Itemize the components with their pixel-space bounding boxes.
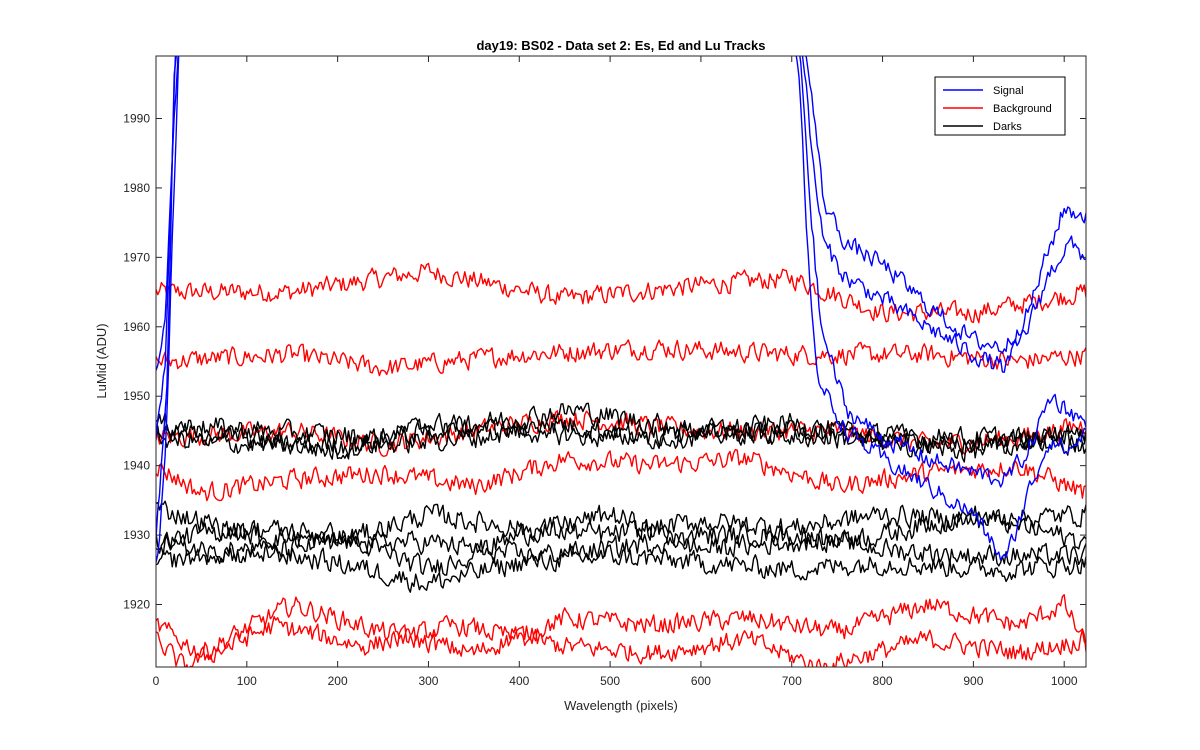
x-tick-label: 900 bbox=[963, 674, 983, 688]
x-tick-label: 100 bbox=[237, 674, 257, 688]
legend-label-darks: Darks bbox=[993, 121, 1022, 133]
series-line-background bbox=[156, 262, 1086, 324]
series-line-signal bbox=[156, 56, 1086, 563]
series-line-darks bbox=[156, 522, 1086, 567]
y-axis-ticks: 1920 1930 1940 1950 1960 1970 1980 1990 bbox=[123, 111, 1086, 612]
series-line-signal bbox=[156, 56, 1086, 371]
y-tick-label: 1920 bbox=[123, 598, 150, 612]
x-tick-label: 600 bbox=[691, 674, 711, 688]
x-tick-label: 700 bbox=[782, 674, 802, 688]
y-tick-label: 1940 bbox=[123, 459, 150, 473]
chart-title: day19: BS02 - Data set 2: Es, Ed and Lu … bbox=[476, 38, 765, 53]
series-layer bbox=[156, 56, 1086, 667]
legend-label-signal: Signal bbox=[993, 85, 1024, 97]
y-tick-label: 1980 bbox=[123, 181, 150, 195]
series-group-darks bbox=[156, 402, 1086, 593]
axes-box bbox=[155, 55, 1087, 668]
x-tick-label: 800 bbox=[873, 674, 893, 688]
y-axis-label: LuMid (ADU) bbox=[94, 323, 109, 398]
x-tick-label: 500 bbox=[600, 674, 620, 688]
y-tick-label: 1960 bbox=[123, 320, 150, 334]
series-line-background bbox=[156, 339, 1086, 377]
series-line-background bbox=[156, 594, 1086, 660]
series-line-signal bbox=[156, 56, 1086, 441]
y-tick-label: 1930 bbox=[123, 528, 150, 542]
x-axis-ticks: 0 100 200 300 400 500 600 700 800 900 1000 bbox=[153, 56, 1078, 688]
series-group-signal bbox=[156, 56, 1086, 563]
x-tick-label: 400 bbox=[509, 674, 529, 688]
x-tick-label: 0 bbox=[153, 674, 160, 688]
series-line-background bbox=[156, 615, 1086, 667]
series-line-darks bbox=[156, 500, 1086, 550]
legend: Signal Background Darks bbox=[934, 76, 1066, 136]
x-tick-label: 200 bbox=[328, 674, 348, 688]
y-tick-label: 1990 bbox=[123, 111, 150, 125]
series-line-background bbox=[156, 448, 1086, 502]
series-line-darks bbox=[156, 402, 1086, 463]
x-tick-label: 1000 bbox=[1051, 674, 1078, 688]
x-axis-label: Wavelength (pixels) bbox=[564, 698, 678, 713]
y-tick-label: 1950 bbox=[123, 389, 150, 403]
legend-label-background: Background bbox=[993, 103, 1052, 115]
series-line-darks bbox=[156, 540, 1086, 593]
x-tick-label: 300 bbox=[418, 674, 438, 688]
series-line-signal bbox=[156, 56, 1086, 539]
series-line-darks bbox=[156, 504, 1086, 576]
y-tick-label: 1970 bbox=[123, 250, 150, 264]
